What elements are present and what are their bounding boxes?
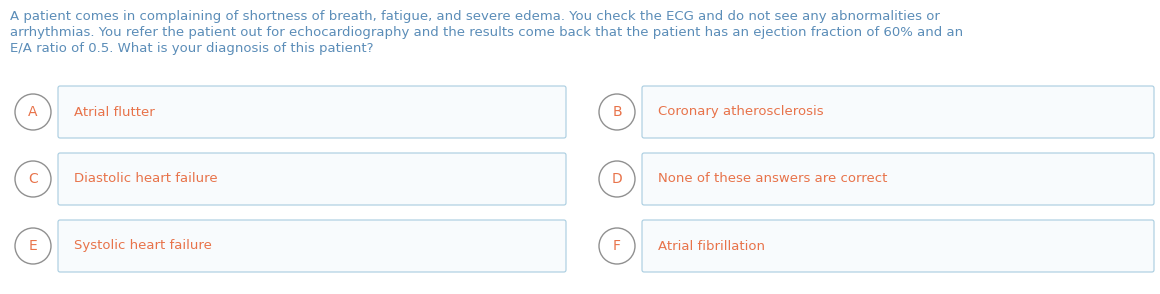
Circle shape	[15, 161, 51, 197]
Circle shape	[599, 228, 635, 264]
FancyBboxPatch shape	[641, 86, 1154, 138]
Text: Coronary atherosclerosis: Coronary atherosclerosis	[658, 106, 824, 118]
Circle shape	[15, 94, 51, 130]
FancyBboxPatch shape	[58, 86, 566, 138]
Circle shape	[599, 94, 635, 130]
Text: A: A	[28, 105, 38, 119]
Text: Diastolic heart failure: Diastolic heart failure	[74, 173, 218, 186]
FancyBboxPatch shape	[58, 220, 566, 272]
Circle shape	[599, 161, 635, 197]
Text: E: E	[29, 239, 37, 253]
Text: F: F	[612, 239, 621, 253]
Text: B: B	[612, 105, 622, 119]
Text: C: C	[28, 172, 38, 186]
Text: A patient comes in complaining of shortness of breath, fatigue, and severe edema: A patient comes in complaining of shortn…	[10, 10, 940, 23]
FancyBboxPatch shape	[58, 153, 566, 205]
Text: Atrial fibrillation: Atrial fibrillation	[658, 240, 764, 253]
Text: None of these answers are correct: None of these answers are correct	[658, 173, 887, 186]
Circle shape	[15, 228, 51, 264]
Text: Atrial flutter: Atrial flutter	[74, 106, 154, 118]
Text: D: D	[611, 172, 623, 186]
FancyBboxPatch shape	[641, 153, 1154, 205]
Text: E/A ratio of 0.5. What is your diagnosis of this patient?: E/A ratio of 0.5. What is your diagnosis…	[10, 42, 374, 55]
Text: arrhythmias. You refer the patient out for echocardiography and the results come: arrhythmias. You refer the patient out f…	[10, 26, 963, 39]
FancyBboxPatch shape	[641, 220, 1154, 272]
Text: Systolic heart failure: Systolic heart failure	[74, 240, 212, 253]
